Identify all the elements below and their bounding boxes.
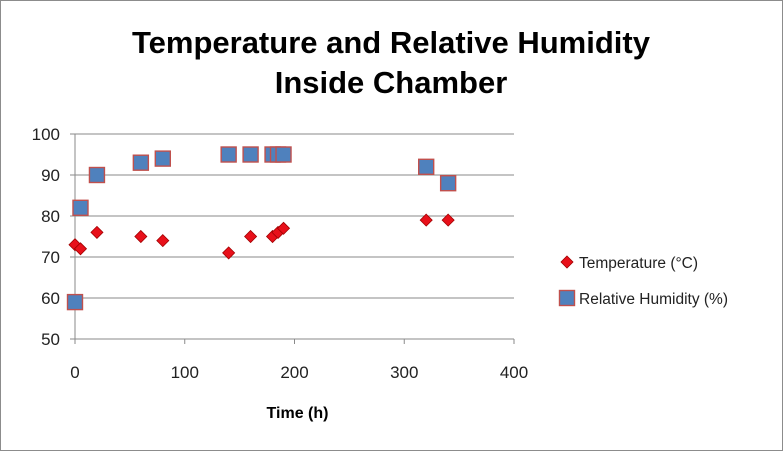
chart-title-line1: Temperature and Relative Humidity	[132, 25, 650, 60]
humidity-point-9-shape	[275, 146, 292, 163]
legend-humidity-marker-shape	[558, 289, 576, 307]
x-tick-label-300: 300	[390, 363, 418, 382]
y-tick-label-50: 50	[41, 330, 60, 349]
y-tick-label-80: 80	[41, 207, 60, 226]
humidity-point-1	[72, 199, 89, 217]
humidity-point-1-shape	[72, 199, 89, 217]
gridlines	[75, 133, 514, 299]
temperature-point-3	[134, 229, 148, 244]
chart-title: Temperature and Relative Humidity Inside…	[61, 23, 721, 103]
y-tick-label-90: 90	[41, 166, 60, 185]
humidity-point-11-shape	[439, 174, 457, 192]
y-tick-labels: 50 60 70 80 90 100	[32, 125, 60, 349]
x-tick-label-0: 0	[70, 363, 79, 382]
humidity-point-6	[242, 146, 259, 163]
legend: Temperature (°C) Relative Humidity (%)	[558, 255, 728, 308]
humidity-point-3	[132, 154, 150, 171]
temperature-point-2	[90, 225, 104, 239]
humidity-point-10-shape	[418, 158, 435, 176]
y-tick-label-100: 100	[32, 125, 60, 144]
x-tick-labels: 0 100 200 300 400	[70, 363, 528, 382]
legend-humidity-label: Relative Humidity (%)	[579, 291, 728, 308]
y-tick-label-60: 60	[41, 289, 60, 308]
humidity-point-3-shape	[132, 154, 150, 171]
legend-temperature-label: Temperature (°C)	[579, 255, 698, 272]
temperature-point-4	[156, 234, 170, 248]
legend-temperature-marker	[560, 255, 574, 269]
temperature-point-1	[73, 242, 88, 256]
temperature-point-10	[419, 213, 433, 227]
temperature-point-6	[244, 229, 258, 244]
humidity-point-9	[275, 146, 292, 163]
temperature-point-5	[222, 246, 236, 260]
humidity-point-2-shape	[88, 166, 106, 184]
temperature-point-9	[276, 221, 291, 235]
y-tick-label-70: 70	[41, 248, 60, 267]
x-tick-label-100: 100	[171, 363, 199, 382]
x-tick-label-400: 400	[500, 363, 528, 382]
humidity-point-0	[66, 293, 84, 311]
humidity-point-4-shape	[154, 150, 172, 167]
humidity-point-5	[220, 146, 237, 163]
humidity-point-6-shape	[242, 146, 259, 163]
humidity-point-11	[439, 174, 457, 192]
data-points	[66, 146, 457, 311]
x-axis-label: Time (h)	[267, 405, 329, 422]
x-tick-label-200: 200	[280, 363, 308, 382]
humidity-point-0-shape	[66, 293, 84, 311]
legend-humidity-marker	[558, 289, 576, 307]
humidity-point-4	[154, 150, 172, 167]
humidity-point-10	[418, 158, 435, 176]
chart-title-line2: Inside Chamber	[274, 65, 508, 100]
humidity-point-2	[88, 166, 106, 184]
humidity-point-5-shape	[220, 146, 237, 163]
temperature-point-11	[441, 213, 455, 227]
